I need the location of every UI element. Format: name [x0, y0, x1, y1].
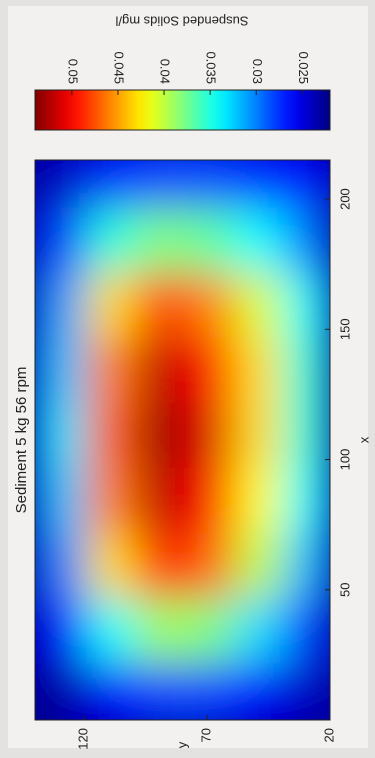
y-tick-label: 120	[76, 728, 91, 750]
heatmap-cell	[35, 268, 87, 338]
x-tick-label: 50	[337, 583, 352, 597]
heatmap-cell	[180, 464, 234, 534]
heatmap-cell	[82, 203, 136, 273]
y-tick-label: 20	[321, 728, 336, 742]
heatmap-cell	[131, 464, 185, 534]
heatmap-cell	[35, 160, 87, 208]
heatmap-cell	[278, 659, 330, 720]
heatmap-cell	[180, 160, 234, 208]
heatmap-cell	[180, 594, 234, 664]
heatmap-cell	[82, 464, 136, 534]
x-tick-label: 100	[337, 449, 352, 471]
heatmap-cell	[131, 659, 185, 720]
heatmap-cell	[82, 594, 136, 664]
heatmap-cell	[229, 398, 283, 469]
heatmap-cell	[278, 160, 330, 208]
x-tick-label: 200	[337, 188, 352, 210]
heatmap-cell	[180, 203, 234, 273]
heatmap-cell	[82, 333, 136, 403]
x-axis-label: x	[356, 436, 371, 443]
heatmap-cell	[278, 203, 330, 273]
heatmap-cell	[131, 594, 185, 664]
heatmap	[35, 160, 330, 720]
heatmap-cell	[35, 594, 87, 664]
heatmap-cell	[229, 529, 283, 599]
heatmap-cell	[278, 398, 330, 469]
heatmap-cell	[180, 333, 234, 403]
heatmap-cell	[82, 160, 136, 208]
heatmap-cell	[35, 659, 87, 720]
heatmap-cell	[180, 268, 234, 338]
heatmap-cell	[35, 333, 87, 403]
y-axis-label: y	[174, 741, 189, 748]
plot-frame	[34, 159, 331, 721]
heatmap-cell	[35, 464, 87, 534]
colorbar-tick-label: 0.04	[158, 59, 173, 84]
heatmap-cells	[35, 160, 330, 720]
y-tick-label: 70	[199, 728, 214, 742]
heatmap-cell	[278, 464, 330, 534]
heatmap-cell	[229, 464, 283, 534]
heatmap-cell	[131, 160, 185, 208]
heatmap-cell	[278, 268, 330, 338]
colorbar-tick-label: 0.025	[296, 51, 311, 84]
heatmap-cell	[35, 529, 87, 599]
x-tick-label: 150	[337, 318, 352, 340]
colorbar-label: Suspended Solids mg/l	[115, 14, 248, 29]
colorbar-tick-label: 0.045	[112, 51, 127, 84]
heatmap-cell	[180, 398, 234, 469]
heatmap-cell	[229, 160, 283, 208]
heatmap-cell	[131, 203, 185, 273]
heatmap-cell	[229, 203, 283, 273]
chart-title: Sediment 5 kg 56 rpm	[13, 367, 30, 514]
colorbar	[34, 89, 331, 131]
heatmap-cell	[278, 594, 330, 664]
heatmap-cell	[131, 529, 185, 599]
colorbar-tick-label: 0.05	[65, 59, 80, 84]
heatmap-cell	[82, 529, 136, 599]
heatmap-cell	[82, 659, 136, 720]
heatmap-cell	[82, 268, 136, 338]
heatmap-cell	[35, 203, 87, 273]
heatmap-cell	[180, 529, 234, 599]
heatmap-cell	[82, 398, 136, 469]
heatmap-cell	[229, 333, 283, 403]
heatmap-cell	[131, 333, 185, 403]
heatmap-cell	[229, 268, 283, 338]
heatmap-cell	[278, 529, 330, 599]
heatmap-cell	[278, 333, 330, 403]
heatmap-cell	[35, 398, 87, 469]
heatmap-cell	[131, 398, 185, 469]
colorbar-tick-label: 0.035	[204, 51, 219, 84]
heatmap-cell	[229, 659, 283, 720]
heatmap-cell	[229, 594, 283, 664]
heatmap-cell	[131, 268, 185, 338]
colorbar-tick-label: 0.03	[250, 59, 265, 84]
heatmap-cell	[180, 659, 234, 720]
